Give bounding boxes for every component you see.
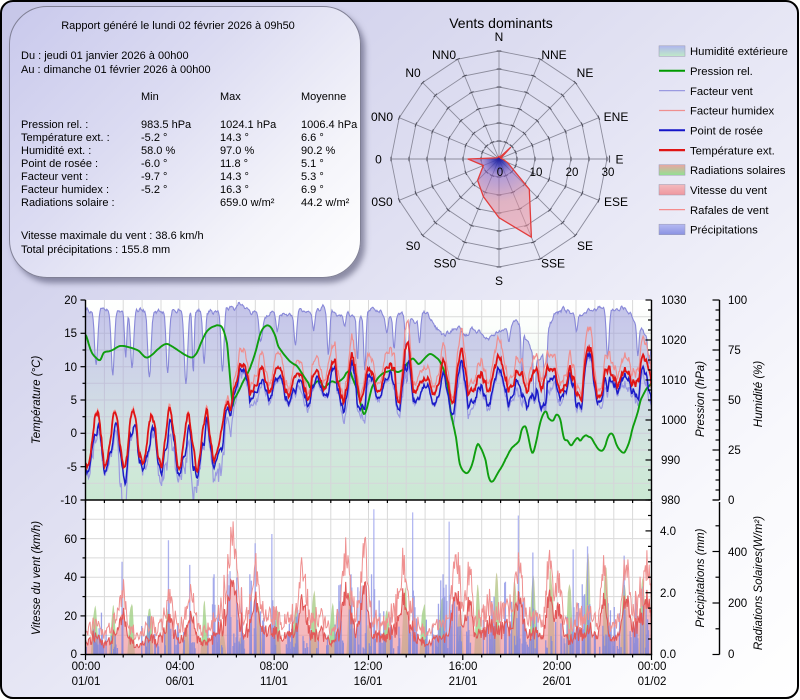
svg-text:Point de rosée: Point de rosée [690, 126, 763, 138]
svg-text:01/02: 01/02 [638, 676, 667, 688]
svg-text:0N0: 0N0 [371, 110, 393, 124]
svg-text:10: 10 [530, 167, 543, 179]
svg-text:SSE: SSE [541, 257, 565, 271]
svg-text:0: 0 [71, 649, 77, 661]
svg-text:1030: 1030 [661, 295, 687, 307]
svg-text:01/01: 01/01 [72, 676, 101, 688]
svg-text:0.0: 0.0 [660, 649, 676, 661]
svg-text:1000: 1000 [661, 415, 687, 427]
svg-text:-5: -5 [67, 462, 77, 474]
svg-text:75: 75 [728, 345, 741, 357]
svg-text:Humidité extérieure: Humidité extérieure [690, 46, 788, 58]
svg-text:100: 100 [728, 295, 747, 307]
svg-text:00:00: 00:00 [638, 661, 667, 673]
svg-text:N0: N0 [405, 66, 421, 80]
svg-text:0: 0 [728, 649, 734, 661]
svg-text:08:00: 08:00 [260, 661, 289, 673]
svg-text:50: 50 [728, 395, 741, 407]
svg-text:06/01: 06/01 [166, 676, 195, 688]
svg-text:SE: SE [577, 239, 593, 253]
svg-text:21/01: 21/01 [449, 676, 478, 688]
svg-text:0: 0 [728, 495, 734, 507]
svg-text:0: 0 [375, 153, 382, 167]
svg-text:25: 25 [728, 445, 741, 457]
svg-text:0: 0 [497, 167, 503, 179]
svg-text:5: 5 [71, 395, 77, 407]
svg-text:Rafales de vent: Rafales de vent [690, 205, 769, 217]
svg-text:NNE: NNE [541, 48, 566, 62]
svg-text:-10: -10 [60, 495, 77, 507]
svg-text:1020: 1020 [661, 335, 687, 347]
svg-text:40: 40 [64, 572, 77, 584]
svg-text:1010: 1010 [661, 375, 687, 387]
svg-text:Pression (hPa): Pression (hPa) [695, 361, 707, 437]
svg-text:20: 20 [566, 167, 579, 179]
svg-text:11/01: 11/01 [260, 676, 288, 688]
svg-text:Précipitations (mm): Précipitations (mm) [695, 528, 707, 627]
svg-text:0S0: 0S0 [371, 195, 393, 209]
svg-text:12:00: 12:00 [354, 661, 383, 673]
svg-text:Radiations solaires: Radiations solaires [690, 165, 786, 177]
svg-text:26/01: 26/01 [543, 676, 572, 688]
svg-text:Température ext.: Température ext. [690, 145, 775, 157]
svg-text:Température (°C): Température (°C) [31, 356, 43, 445]
svg-text:16:00: 16:00 [449, 661, 478, 673]
svg-text:S: S [495, 274, 503, 288]
svg-text:Humidité (%): Humidité (%) [753, 361, 765, 428]
svg-text:20: 20 [64, 295, 77, 307]
svg-text:20: 20 [64, 611, 77, 623]
svg-text:NE: NE [577, 66, 594, 80]
svg-text:04:00: 04:00 [166, 661, 195, 673]
svg-text:30: 30 [602, 167, 615, 179]
svg-text:10: 10 [64, 362, 77, 374]
svg-text:15: 15 [64, 328, 77, 340]
svg-text:4.0: 4.0 [660, 526, 676, 538]
svg-text:NN0: NN0 [432, 48, 456, 62]
svg-text:2.0: 2.0 [660, 588, 676, 600]
svg-text:Facteur humidex: Facteur humidex [690, 106, 774, 118]
svg-text:ESE: ESE [604, 195, 628, 209]
svg-text:400: 400 [728, 547, 747, 559]
svg-text:0: 0 [71, 428, 77, 440]
svg-text:16/01: 16/01 [354, 676, 383, 688]
svg-text:SS0: SS0 [434, 257, 457, 271]
svg-text:Facteur vent: Facteur vent [690, 86, 754, 98]
svg-text:Vitesse du vent: Vitesse du vent [690, 185, 768, 197]
svg-text:00:00: 00:00 [72, 661, 101, 673]
svg-text:990: 990 [661, 455, 680, 467]
svg-text:ENE: ENE [604, 110, 629, 124]
svg-text:20:00: 20:00 [543, 661, 572, 673]
svg-text:Radiations Solaires(W/m²): Radiations Solaires(W/m²) [753, 516, 765, 650]
svg-text:60: 60 [64, 534, 77, 546]
svg-text:980: 980 [661, 495, 680, 507]
svg-text:S0: S0 [406, 239, 421, 253]
svg-text:Vitesse du vent (km/h): Vitesse du vent (km/h) [31, 521, 43, 635]
svg-text:200: 200 [728, 598, 747, 610]
svg-text:Précipitations: Précipitations [690, 225, 758, 237]
svg-text:N: N [495, 30, 504, 44]
svg-text:Pression rel.: Pression rel. [690, 66, 753, 78]
svg-text:Vents dominants: Vents dominants [449, 15, 553, 31]
svg-text:E: E [615, 153, 623, 167]
